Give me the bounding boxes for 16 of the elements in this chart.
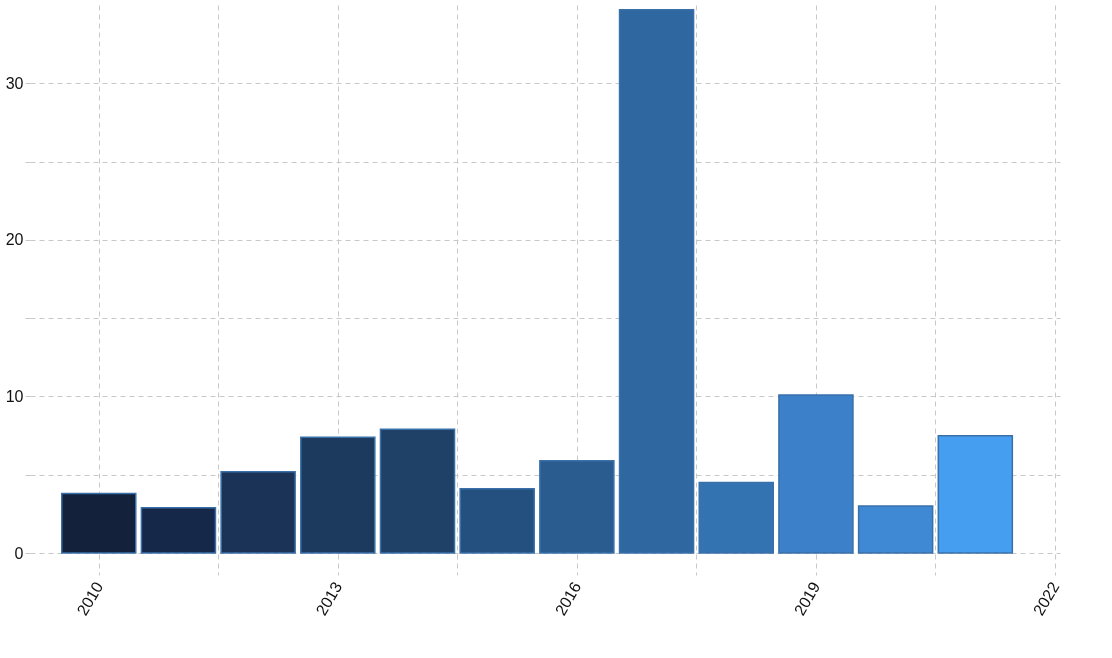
- bar: [60, 492, 137, 554]
- y-tick-label: 0: [14, 544, 24, 562]
- bar: [698, 481, 775, 554]
- bar: [937, 434, 1014, 554]
- bar: [300, 436, 376, 554]
- bar: [539, 459, 615, 554]
- bar: [220, 470, 296, 554]
- y-tick-label: 20: [5, 231, 24, 249]
- y-tick-label: 30: [5, 74, 24, 92]
- bar: [140, 506, 217, 554]
- bar: [778, 394, 854, 554]
- bar: [459, 488, 535, 554]
- bar: [857, 505, 934, 554]
- bar: [618, 8, 695, 554]
- bar: [379, 428, 456, 554]
- y-tick-label: 10: [5, 387, 24, 405]
